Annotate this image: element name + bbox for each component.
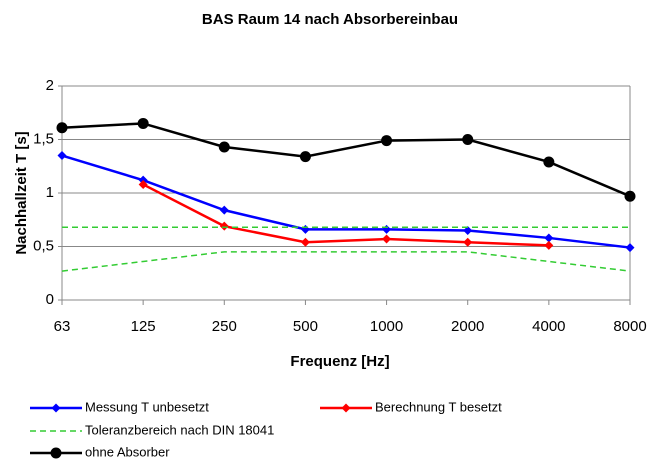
data-point	[625, 243, 635, 253]
series-line	[142, 183, 549, 247]
legend-marker	[341, 403, 351, 413]
y-axis-label: Nachhallzeit T [s]	[13, 131, 30, 254]
x-tick-label: 1000	[370, 318, 403, 335]
data-point	[219, 205, 229, 215]
data-point	[299, 151, 311, 163]
y-tick-label: 0	[46, 291, 54, 308]
data-point	[382, 224, 392, 234]
legend-marker	[51, 403, 61, 413]
x-tick-label: 63	[54, 318, 71, 335]
y-tick-label: 1	[46, 184, 54, 201]
series-line	[61, 154, 631, 249]
x-tick-label: 4000	[532, 318, 565, 335]
data-point	[57, 151, 67, 161]
series-line	[61, 122, 631, 198]
data-point	[300, 224, 310, 234]
series-line-lower	[61, 251, 631, 272]
legend-label: Berechnung T besetzt	[375, 399, 502, 414]
legend-label: Toleranzbereich nach DIN 18041	[85, 422, 274, 437]
data-point	[218, 141, 230, 153]
data-point	[544, 240, 554, 250]
x-tick-label: 8000	[613, 318, 646, 335]
data-point	[138, 179, 148, 189]
data-point	[300, 237, 310, 247]
legend-label: ohne Absorber	[85, 444, 170, 459]
x-axis-label: Frequenz [Hz]	[290, 353, 389, 370]
y-tick-label: 0,5	[33, 237, 54, 254]
y-tick-label: 1,5	[33, 130, 54, 147]
x-tick-label: 125	[131, 318, 156, 335]
data-point	[137, 117, 149, 129]
data-point	[463, 225, 473, 235]
data-point	[544, 233, 554, 243]
data-point	[381, 135, 393, 147]
chart-title: BAS Raum 14 nach Absorbereinbau	[202, 11, 458, 28]
x-tick-label: 2000	[451, 318, 484, 335]
y-tick-label: 2	[46, 77, 54, 94]
data-point	[624, 190, 636, 202]
data-point	[56, 122, 68, 134]
data-point	[463, 237, 473, 247]
data-point	[543, 156, 555, 168]
data-point	[382, 234, 392, 244]
data-point	[462, 134, 474, 145]
x-tick-label: 250	[212, 318, 237, 335]
legend-label: Messung T unbesetzt	[85, 399, 209, 414]
legend-marker	[50, 447, 62, 459]
data-point	[219, 221, 229, 231]
x-tick-label: 500	[293, 318, 318, 335]
